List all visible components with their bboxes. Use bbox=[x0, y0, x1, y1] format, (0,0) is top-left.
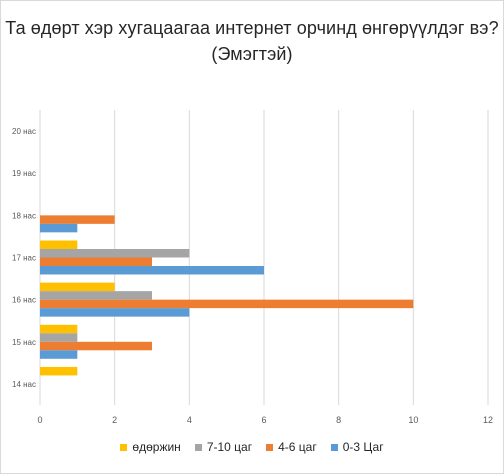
bar-1-1 bbox=[40, 333, 78, 342]
bar-0-1 bbox=[40, 324, 78, 334]
legend-swatch-1 bbox=[194, 443, 202, 451]
bar-0-0 bbox=[40, 366, 78, 376]
x-tick-label-0: 0 bbox=[37, 415, 42, 425]
bar-3-3 bbox=[40, 266, 264, 275]
bar-2-2 bbox=[40, 299, 414, 309]
bar-3-4 bbox=[40, 223, 78, 233]
x-tick-label-3: 6 bbox=[261, 415, 266, 425]
bar-3-1 bbox=[40, 350, 78, 359]
legend-item-1: 7-10 цаг bbox=[194, 440, 253, 454]
chart-subtitle: (Эмэгтэй) bbox=[211, 44, 293, 64]
legend-label-0: өдөржин bbox=[132, 440, 181, 454]
bar-0-2 bbox=[40, 282, 115, 292]
legend-swatch-2 bbox=[266, 443, 274, 451]
y-tick-label-4: 18 нас bbox=[12, 211, 36, 220]
x-tick-label-6: 12 bbox=[483, 415, 493, 425]
x-tick-label-2: 4 bbox=[187, 415, 192, 425]
y-tick-label-5: 19 нас bbox=[12, 169, 36, 178]
legend-label-1: 7-10 цаг bbox=[206, 440, 253, 454]
bar-2-3 bbox=[40, 257, 152, 266]
y-tick-label-2: 16 нас bbox=[12, 296, 36, 305]
y-tick-label-3: 17 нас bbox=[12, 254, 36, 263]
x-tick-label-5: 10 bbox=[408, 415, 418, 425]
legend-swatch-3 bbox=[330, 443, 338, 451]
x-tick-label-1: 2 bbox=[112, 415, 117, 425]
bar-1-3 bbox=[40, 249, 190, 258]
x-tick-label-4: 8 bbox=[336, 415, 341, 425]
chart-legend: өдөржин 7-10 цаг 4-6 цаг 0-3 Цаг bbox=[0, 440, 504, 454]
legend-label-3: 0-3 Цаг bbox=[342, 440, 384, 454]
legend-item-0: өдөржин bbox=[120, 440, 181, 454]
bar-2-1 bbox=[40, 341, 152, 351]
chart-title: Та өдөрт хэр хугацаагаа интернет орчинд … bbox=[5, 18, 499, 38]
legend-item-3: 0-3 Цаг bbox=[330, 440, 384, 454]
y-tick-label-0: 14 нас bbox=[12, 380, 36, 389]
legend-label-2: 4-6 цаг bbox=[278, 440, 317, 454]
y-tick-label-6: 20 нас bbox=[12, 127, 36, 136]
bar-0-3 bbox=[40, 240, 78, 249]
bar-2-4 bbox=[40, 215, 115, 224]
bar-1-2 bbox=[40, 291, 152, 300]
legend-item-2: 4-6 цаг bbox=[266, 440, 317, 454]
legend-swatch-0 bbox=[120, 443, 128, 451]
y-tick-label-1: 15 нас bbox=[12, 338, 36, 347]
bar-3-2 bbox=[40, 308, 190, 317]
